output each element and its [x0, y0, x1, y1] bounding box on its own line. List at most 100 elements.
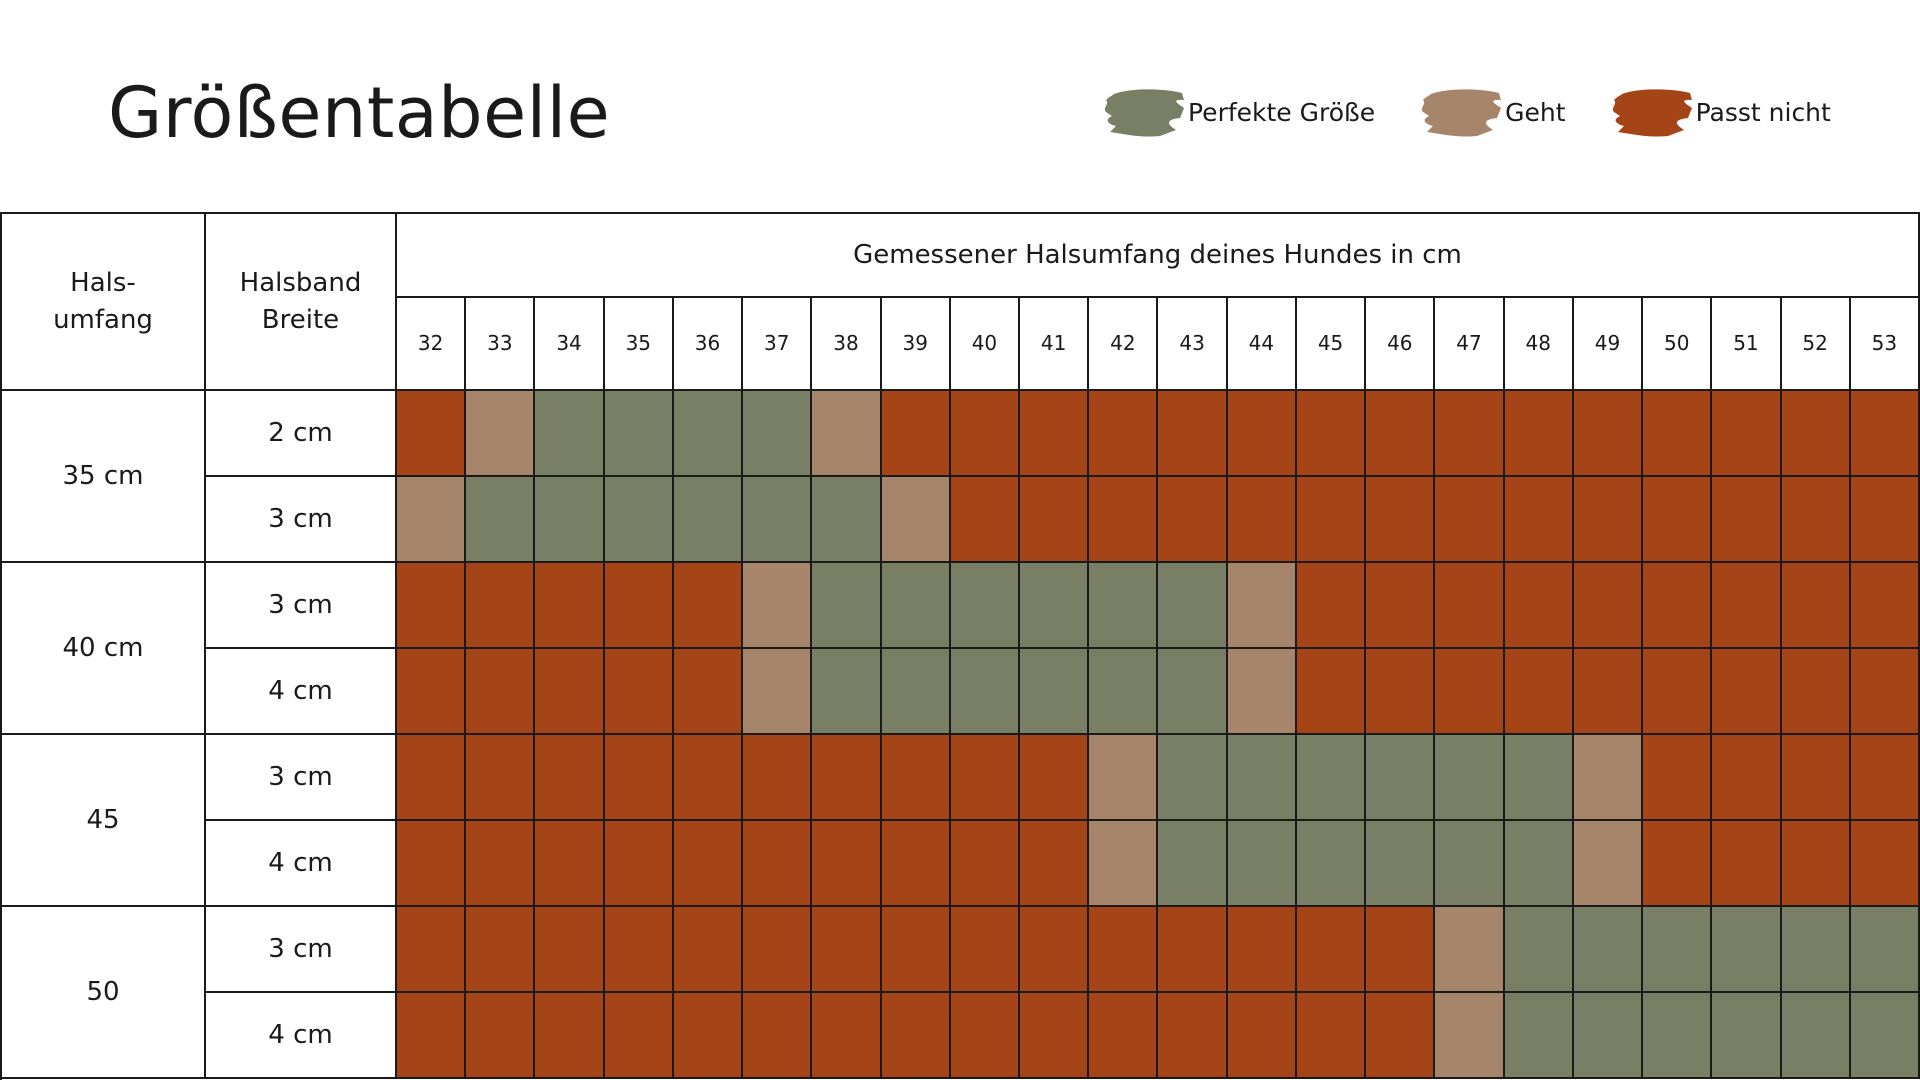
fit-cell-no: [1366, 477, 1436, 563]
fit-cell-no: [604, 821, 674, 907]
fit-cell-no: [1781, 563, 1851, 649]
fit-cell-no: [1712, 821, 1782, 907]
fit-cell-no: [1850, 563, 1920, 649]
fit-cell-no: [1781, 391, 1851, 477]
fit-cell-no: [1573, 477, 1644, 563]
x-tick-label: 49: [1573, 298, 1644, 391]
fit-cell-no: [604, 993, 674, 1079]
fit-cell-perfect: [1227, 821, 1297, 907]
fit-cell-ok: [1573, 735, 1644, 821]
fit-cell-no: [1643, 391, 1713, 477]
legend-item-perfect: Perfekte Größe: [1100, 84, 1375, 140]
header-halsumfang: Hals-umfang: [2, 214, 206, 391]
row-width-label: 3 cm: [206, 477, 397, 563]
fit-cell-perfect: [1158, 735, 1228, 821]
fit-cell-no: [466, 563, 536, 649]
fit-cell-no: [604, 563, 674, 649]
fit-cell-perfect: [1850, 993, 1920, 1079]
x-tick-label: 38: [812, 298, 882, 391]
fit-cell-no: [397, 821, 467, 907]
fit-cell-ok: [1435, 907, 1505, 993]
fit-cell-no: [466, 649, 536, 735]
fit-cell-no: [1435, 477, 1505, 563]
fit-cell-no: [950, 821, 1021, 907]
fit-cell-no: [1504, 391, 1574, 477]
fit-cell-no: [812, 907, 882, 993]
x-tick-label: 53: [1850, 298, 1920, 391]
fit-cell-perfect: [535, 391, 605, 477]
fit-cell-no: [1158, 993, 1228, 1079]
fit-cell-ok: [743, 563, 813, 649]
fit-cell-no: [1296, 477, 1367, 563]
fit-cell-perfect: [950, 649, 1021, 735]
x-tick-label: 33: [466, 298, 536, 391]
fit-cell-perfect: [466, 477, 536, 563]
fit-cell-no: [1296, 907, 1367, 993]
x-tick-label: 46: [1366, 298, 1436, 391]
fit-cell-ok: [1227, 649, 1297, 735]
fit-cell-perfect: [1573, 907, 1644, 993]
fit-cell-no: [1850, 735, 1920, 821]
x-tick-label: 34: [535, 298, 605, 391]
fit-cell-no: [604, 649, 674, 735]
fit-cell-no: [1850, 391, 1920, 477]
fit-cell-no: [1158, 907, 1228, 993]
fit-cell-no: [1020, 735, 1090, 821]
fit-cell-perfect: [1020, 649, 1090, 735]
fit-cell-no: [1366, 993, 1436, 1079]
fit-cell-no: [1435, 563, 1505, 649]
fit-cell-no: [1296, 649, 1367, 735]
fit-cell-perfect: [1712, 907, 1782, 993]
fit-cell-no: [1020, 907, 1090, 993]
fit-cell-perfect: [1366, 735, 1436, 821]
fit-cell-perfect: [812, 477, 882, 563]
fit-cell-perfect: [1158, 563, 1228, 649]
fit-cell-perfect: [743, 391, 813, 477]
fit-cell-perfect: [1296, 735, 1367, 821]
row-group-label: 45: [2, 735, 206, 907]
fit-cell-ok: [1089, 821, 1159, 907]
fit-cell-no: [397, 735, 467, 821]
fit-cell-ok: [1089, 735, 1159, 821]
row-group-label: 35 cm: [2, 391, 206, 563]
fit-cell-no: [673, 821, 744, 907]
fit-cell-no: [1089, 391, 1159, 477]
header-halsband-breite: Halsband Breite: [206, 214, 397, 391]
row-width-label: 4 cm: [206, 649, 397, 735]
fit-cell-no: [1712, 391, 1782, 477]
fit-cell-perfect: [1504, 907, 1574, 993]
fit-cell-perfect: [1504, 821, 1574, 907]
fit-cell-ok: [743, 649, 813, 735]
fit-cell-perfect: [743, 477, 813, 563]
fit-cell-no: [1850, 821, 1920, 907]
fit-cell-no: [743, 821, 813, 907]
row-width-label: 3 cm: [206, 735, 397, 821]
fit-cell-no: [397, 563, 467, 649]
fit-cell-perfect: [1435, 821, 1505, 907]
fit-cell-no: [812, 821, 882, 907]
fit-cell-ok: [397, 477, 467, 563]
x-tick-label: 39: [881, 298, 951, 391]
fit-cell-no: [1296, 391, 1367, 477]
x-tick-label: 37: [743, 298, 813, 391]
fit-cell-no: [1020, 821, 1090, 907]
fit-cell-no: [881, 735, 951, 821]
fit-cell-no: [881, 907, 951, 993]
x-tick-label: 51: [1712, 298, 1782, 391]
fit-cell-perfect: [881, 563, 951, 649]
fit-cell-no: [1366, 563, 1436, 649]
fit-cell-no: [1781, 477, 1851, 563]
fit-cell-no: [1227, 993, 1297, 1079]
fit-cell-perfect: [1781, 993, 1851, 1079]
fit-cell-no: [1227, 477, 1297, 563]
fit-cell-ok: [466, 391, 536, 477]
fit-cell-perfect: [1504, 993, 1574, 1079]
x-tick-label: 43: [1158, 298, 1228, 391]
fit-cell-no: [1643, 477, 1713, 563]
fit-cell-no: [1296, 563, 1367, 649]
fit-cell-no: [812, 993, 882, 1079]
fit-cell-no: [1850, 477, 1920, 563]
fit-cell-no: [1573, 649, 1644, 735]
fit-cell-perfect: [1158, 821, 1228, 907]
fit-cell-no: [881, 391, 951, 477]
